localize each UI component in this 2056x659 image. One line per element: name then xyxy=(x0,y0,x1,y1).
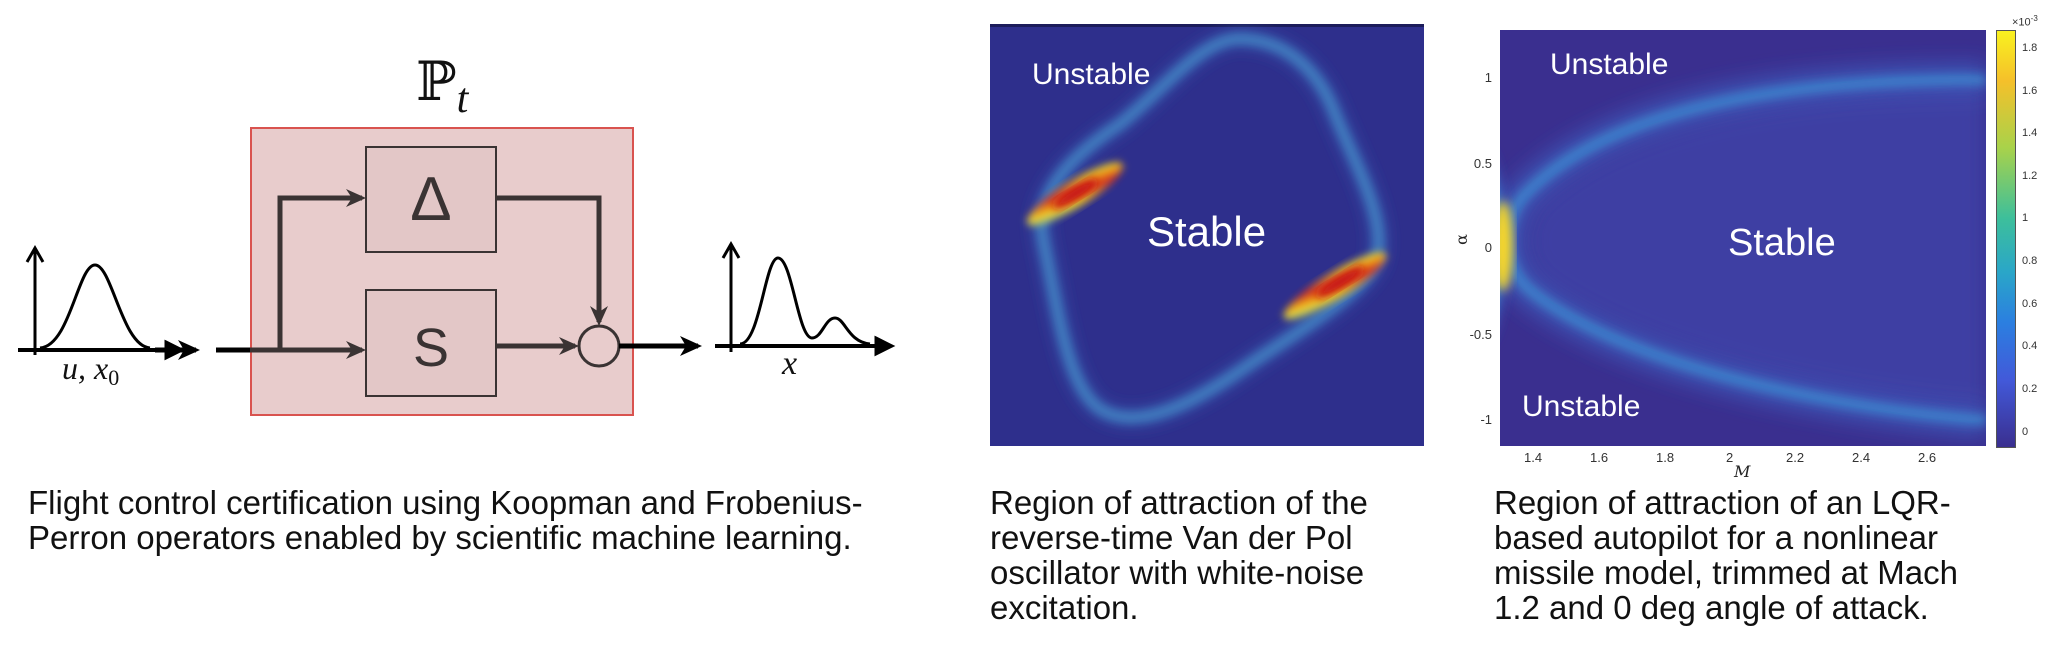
cbtick-1.6: 1.6 xyxy=(2022,85,2038,97)
output-distribution-plot xyxy=(715,240,896,357)
ytick--0.5: -0.5 xyxy=(1469,327,1492,342)
output-label: x xyxy=(782,345,798,382)
caption-vanderpol: Region of attraction of the reverse-time… xyxy=(990,484,1368,626)
operator-subscript: t xyxy=(456,76,469,122)
missile-yticks: 1 0.5 0 -0.5 -1 xyxy=(1466,30,1498,446)
input-label-subscript: 0 xyxy=(108,365,120,390)
missile-heatmap xyxy=(1500,30,1986,446)
ytick--1: -1 xyxy=(1480,412,1492,427)
cbtick-1: 1 xyxy=(2022,212,2029,224)
colorbar xyxy=(1996,30,2016,448)
input-label: u, x0 xyxy=(62,350,119,390)
operator-symbol: ℙ xyxy=(416,50,457,113)
cbtick-0.8: 0.8 xyxy=(2022,255,2038,267)
missile-xlabel: M xyxy=(1734,462,1751,481)
missile-xticks: 1.4 1.6 1.8 2 2.2 2.4 2.6 xyxy=(1500,450,1986,468)
cbtick-1.8: 1.8 xyxy=(2022,42,2038,54)
summing-junction xyxy=(577,324,621,368)
vdp-stable-label: Stable xyxy=(1147,208,1267,255)
cbtick-0.2: 0.2 xyxy=(2022,383,2038,395)
caption-koopman: Flight control certification using Koopm… xyxy=(28,484,863,556)
colorbar-exponent: ×10-3 xyxy=(2012,14,2038,29)
colorbar-exponent-base: ×10 xyxy=(2012,16,2031,29)
missile-unstable-bottom-label: Unstable xyxy=(1522,390,1641,423)
missile-stable-label: Stable xyxy=(1728,222,1836,264)
xtick-2: 2 xyxy=(1726,450,1734,465)
caption-missile: Region of attraction of an LQR- based au… xyxy=(1494,484,1958,626)
colorbar-ticks: 1.8 1.6 1.4 1.2 1 0.8 0.6 0.4 0.2 0 xyxy=(2020,30,2050,446)
s-block xyxy=(365,289,497,397)
xtick-1.6: 1.6 xyxy=(1590,450,1609,465)
missile-unstable-top-label: Unstable xyxy=(1550,48,1669,81)
s-label: S xyxy=(413,318,449,378)
cbtick-0: 0 xyxy=(2022,426,2029,438)
input-label-text: u, x xyxy=(62,350,109,386)
colorbar-exponent-power: -3 xyxy=(2030,14,2038,23)
delta-label: Δ xyxy=(410,165,451,234)
input-distribution-plot xyxy=(18,244,186,361)
cbtick-0.6: 0.6 xyxy=(2022,298,2038,310)
xtick-2.2: 2.2 xyxy=(1786,450,1805,465)
xtick-1.4: 1.4 xyxy=(1524,450,1543,465)
roa-apex xyxy=(1500,141,1545,351)
branch-to-delta-arrow xyxy=(277,189,366,350)
xtick-1.8: 1.8 xyxy=(1656,450,1675,465)
vanderpol-heatmap xyxy=(990,24,1424,446)
ytick-1: 1 xyxy=(1484,70,1492,85)
delta-to-sum-arrow xyxy=(496,195,608,326)
delta-block xyxy=(365,146,497,253)
ytick-0: 0 xyxy=(1484,240,1492,255)
cbtick-1.4: 1.4 xyxy=(2022,127,2038,139)
cbtick-1.2: 1.2 xyxy=(2022,170,2038,182)
vdp-unstable-label: Unstable xyxy=(1032,58,1151,91)
block-diagram: Δ S xyxy=(18,127,896,416)
operator-title: ℙt xyxy=(416,50,468,123)
xtick-2.6: 2.6 xyxy=(1918,450,1937,465)
ytick-0.5: 0.5 xyxy=(1473,156,1492,171)
cbtick-0.4: 0.4 xyxy=(2022,340,2038,352)
xtick-2.4: 2.4 xyxy=(1852,450,1871,465)
